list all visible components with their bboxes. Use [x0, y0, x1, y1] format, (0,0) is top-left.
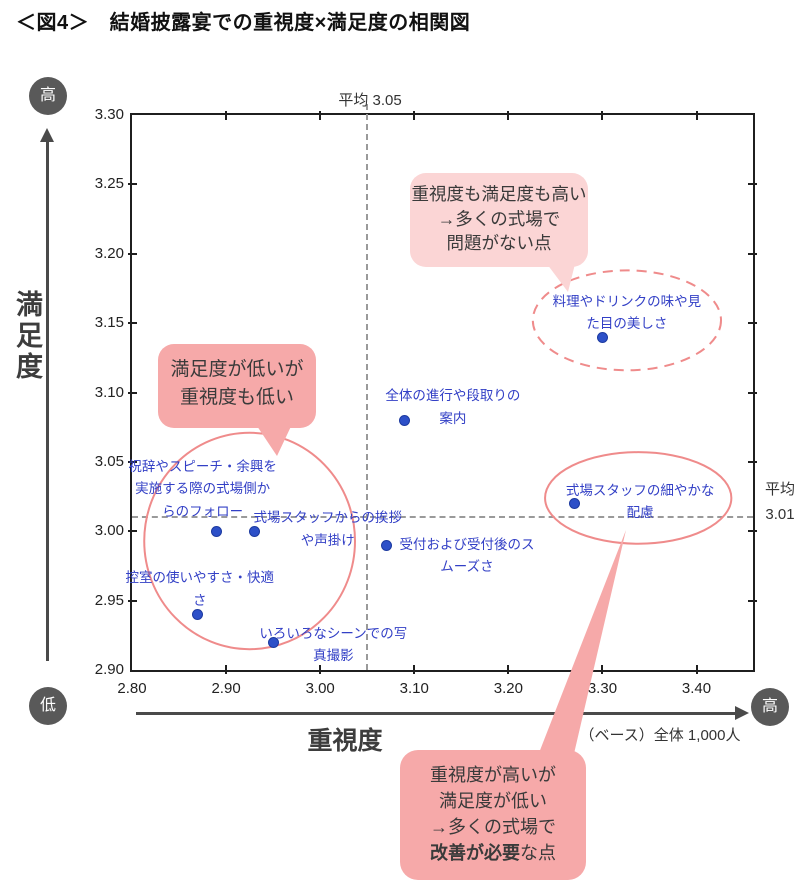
y-tick-mark [748, 530, 757, 533]
avg-satisfaction-label: 平均 3.01 [764, 481, 795, 523]
x-tick-mark [601, 111, 604, 120]
x-tick-mark [507, 111, 510, 120]
y-tick-mark [748, 599, 757, 602]
x-tick-label: 3.40 [681, 680, 712, 697]
y-tick-label: 3.30 [94, 106, 124, 123]
x-tick-mark [413, 111, 416, 120]
y-tick-label: 3.10 [94, 383, 124, 401]
y-tick-label: 3.05 [94, 452, 124, 470]
data-point-label: 式場スタッフからの挨拶 や声掛け [253, 510, 402, 548]
y-tick-label: 2.90 [94, 661, 124, 678]
callout-line: 満足度が低いが [170, 359, 304, 380]
plot-area: 2.80 2.90 3.00 3.10 3.20 3.30 3.40 3.30 3.25 3.20… [95, 104, 757, 697]
dashed-highlight-ellipse [531, 269, 723, 372]
callout-line: →多くの式場で [430, 817, 556, 837]
callout-line: 重視度も満足度も高い [411, 184, 587, 204]
highlight-ellipses [143, 269, 733, 651]
callout-low-importance-low-satisfaction: 満足度が低いが 重視度も低い [158, 344, 316, 428]
callout-line: 重視度も低い [179, 387, 294, 408]
y-tick-mark [128, 599, 137, 602]
callout-high-importance-high-satisfaction: 重視度も満足度も高い →多くの式場で 問題がない点 [410, 173, 588, 267]
callout-line: 重視度が高いが [430, 765, 556, 785]
y-tick-mark [128, 252, 137, 255]
data-point [380, 539, 392, 551]
x-tick-label: 3.10 [399, 680, 429, 697]
y-tick-mark [128, 183, 137, 186]
y-tick-mark [748, 322, 757, 325]
x-tick-mark [507, 665, 510, 674]
y-tick-mark [748, 460, 757, 463]
x-tick-mark [413, 665, 416, 674]
x-tick-label: 2.80 [117, 680, 147, 697]
callout-line: →多くの式場で [437, 208, 561, 229]
data-point [192, 609, 204, 620]
data-point-label: 全体の進行や段取りの 案内 [385, 388, 521, 426]
data-point-label: 受付および受付後のス ムーズさ [399, 536, 535, 575]
callout-line: 問題がない点 [446, 233, 552, 253]
x-axis-high-badge: 高 [751, 688, 789, 726]
x-tick-mark [601, 665, 604, 674]
data-point-label: 式場スタッフの細やかな 配慮 [565, 482, 715, 521]
y-tick-label: 3.00 [94, 522, 124, 540]
data-point [596, 331, 608, 343]
solid-highlight-ellipse [143, 431, 356, 651]
x-axis-arrowhead-icon [735, 706, 749, 720]
y-tick-mark [128, 322, 137, 325]
avg-importance-label: 平均 3.05 [338, 92, 402, 109]
y-tick-mark [128, 460, 137, 463]
data-point-label: いろいろなシーンでの写 真撮影 [259, 625, 408, 664]
y-axis-high-badge: 高 [29, 77, 67, 115]
callout-line: 満足度が低い [439, 791, 547, 811]
y-axis-arrowhead-icon [40, 128, 54, 142]
data-point [211, 525, 223, 537]
data-point-label: 料理やドリンクの味や見 た目の美しさ [552, 293, 702, 332]
data-point-label: 祝辞やスピーチ・余興を 実施する際の式場側か らのフォロー [128, 458, 277, 519]
y-axis-arrow-line [46, 141, 49, 661]
x-tick-mark [319, 111, 322, 120]
callout-line-bold-text: 改善が必要 [430, 843, 520, 863]
chart-title: ＜図4＞ 結婚披露宴での重視度×満足度の相関図 [16, 12, 471, 34]
y-tick-mark [748, 252, 757, 255]
y-tick-label: 2.95 [94, 591, 124, 609]
avg-importance-line [366, 104, 369, 670]
y-tick-mark [748, 391, 757, 394]
y-tick-mark [128, 530, 137, 533]
x-tick-label: 3.00 [305, 680, 335, 697]
x-tick-mark [695, 665, 698, 674]
data-point [248, 525, 260, 537]
x-tick-mark [225, 111, 228, 120]
data-point [568, 498, 580, 509]
y-tick-label: 3.20 [94, 244, 124, 262]
y-tick-label: 3.25 [94, 175, 124, 193]
x-axis-arrow-line [136, 712, 737, 715]
y-tick-label: 3.15 [94, 314, 124, 332]
y-axis-label: 満足度 [12, 290, 42, 383]
data-point [267, 636, 279, 648]
x-tick-label: 2.90 [211, 680, 241, 697]
x-axis-label: 重視度 [307, 727, 383, 755]
sample-base-note: （ベース）全体 1,000人 [579, 727, 741, 744]
y-axis-low-badge: 低 [29, 687, 67, 725]
callout-line: 改善が必要な点 [430, 843, 556, 863]
x-tick-mark [225, 665, 228, 674]
x-tick-mark [319, 665, 322, 674]
avg-satisfaction-line [132, 516, 753, 519]
x-tick-label: 3.30 [587, 680, 618, 697]
data-point-label: 控室の使いやすさ・快適 さ [125, 570, 275, 608]
x-tick-label: 3.20 [493, 680, 523, 697]
y-tick-mark [128, 391, 137, 394]
y-tick-mark [748, 183, 757, 186]
x-tick-mark [695, 111, 698, 120]
callout-high-importance-low-satisfaction: 重視度が高いが 満足度が低い →多くの式場で 改善が必要な点 [400, 750, 586, 880]
data-point [399, 414, 411, 426]
solid-highlight-ellipse [544, 451, 733, 545]
